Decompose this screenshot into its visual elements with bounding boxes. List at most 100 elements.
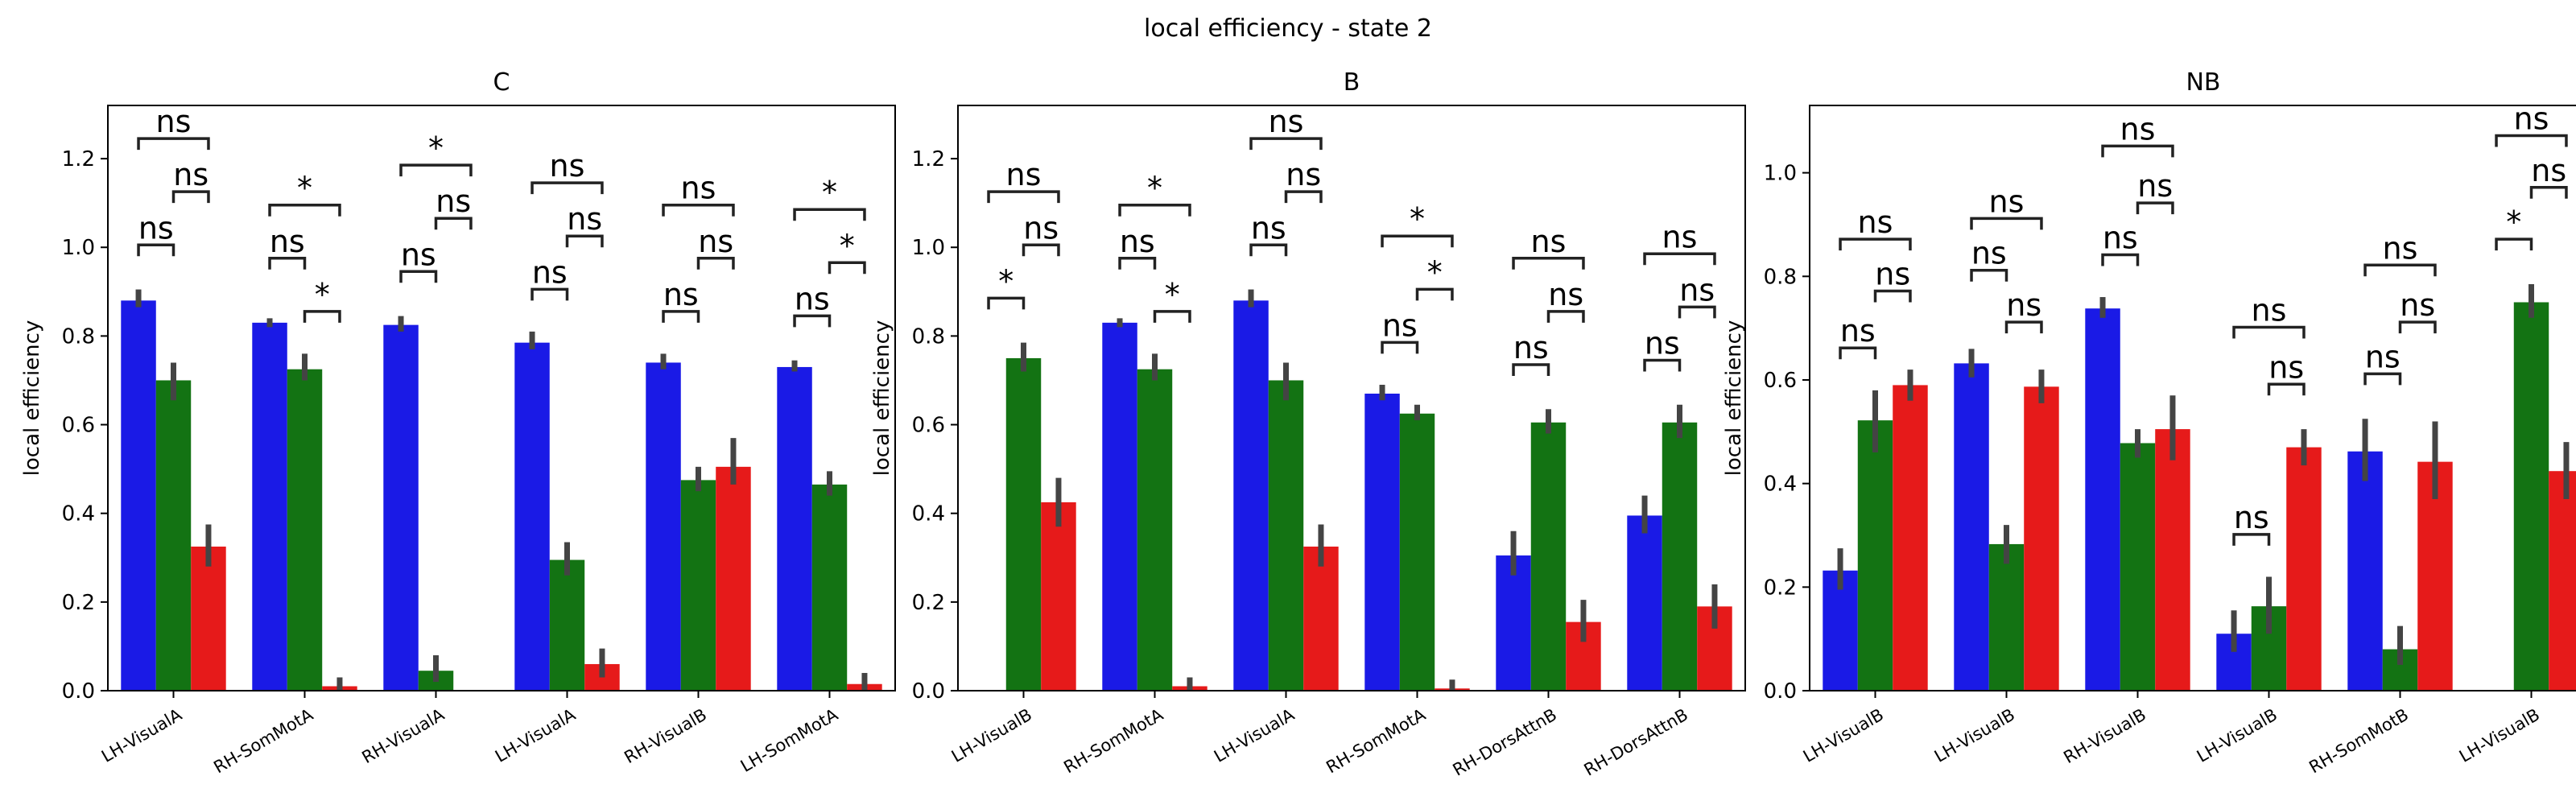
chart-panel-0: nsnsnsns**nsns*nsnsnsnsnsnsns**0.00.20.4… [20,68,896,777]
bar [1662,422,1698,691]
significance-label: ns [270,224,305,259]
significance-bracket [696,257,735,270]
significance-bracket [137,243,175,257]
significance-bracket [2495,134,2568,147]
significance-bracket [1970,268,2008,282]
bar [1233,300,1269,691]
significance-label: ns [567,201,602,237]
significance-bracket [171,190,210,204]
significance-label: ns [1269,104,1304,139]
significance-label: ns [1645,325,1680,361]
significance-bracket [2101,144,2174,158]
significance-bracket [1249,137,1323,151]
significance-bracket [1415,287,1454,301]
bar [716,466,751,691]
significance-bracket [2232,325,2306,339]
significance-label: * [998,263,1013,299]
y-axis-label: local efficiency [1722,320,1746,477]
significance-label: ns [795,281,830,316]
x-tick-label: RH-VisualA [358,704,448,767]
bar [1041,502,1076,691]
significance-bracket [987,296,1026,310]
significance-label: ns [1531,224,1567,259]
significance-label: ns [2365,339,2401,374]
x-tick-label: RH-VisualB [2060,705,2149,768]
bar [1627,515,1662,691]
significance-label: ns [663,277,699,312]
x-tick-label: LH-SomMotA [737,704,842,776]
significance-bracket [662,203,735,217]
significance-label: ns [1251,210,1286,246]
significance-bracket [399,270,438,283]
significance-label: ns [2120,111,2156,147]
bar [383,324,419,691]
x-tick-label: RH-SomMotA [1323,704,1429,777]
significance-label: ns [436,184,471,219]
x-tick-label: LH-VisualB [1931,705,2018,766]
significance-bracket [2004,320,2043,334]
bar [2513,302,2549,691]
plot-frame [957,105,1746,691]
bar [777,366,812,691]
bar [1893,385,1928,691]
significance-bracket [1839,237,1912,251]
significance-bracket [1873,289,1912,303]
significance-bracket [1118,257,1157,270]
significance-label: * [297,171,312,206]
significance-label: ns [1971,236,2007,271]
significance-bracket [987,190,1060,204]
plot-frame [1809,105,2576,691]
significance-label: ns [1513,330,1549,365]
significance-label: ns [2137,168,2173,204]
significance-bracket [303,310,341,323]
significance-label: ns [2252,293,2287,328]
y-tick-label: 1.0 [62,236,95,260]
bar [121,300,156,691]
significance-label: ns [1006,157,1042,192]
significance-label: * [428,130,444,166]
significance-bracket [2363,263,2437,277]
bar [1496,555,1531,691]
significance-bracket [828,261,866,275]
y-tick-label: 1.0 [1764,162,1797,186]
bar [811,484,848,691]
significance-label: ns [2400,287,2435,323]
bar [1364,393,1400,691]
significance-bracket [1381,341,1419,354]
y-tick-label: 0.0 [1764,679,1797,704]
significance-label: ns [1382,308,1418,343]
y-tick-label: 1.0 [912,236,945,260]
significance-bracket [1153,310,1191,323]
chart-title: C [493,68,510,97]
bar [1303,547,1339,691]
significance-bracket [530,287,569,301]
bar [1005,357,1042,691]
significance-label: ns [138,210,174,246]
significance-label: ns [681,171,716,206]
chart-panel-1: *nsnsns**nsnsnsns**nsnsnsnsnsns0.00.20.4… [870,68,1746,780]
y-tick-label: 0.8 [1764,265,1797,289]
significance-bracket [434,217,473,230]
significance-bracket [2529,186,2568,199]
significance-bracket [565,234,604,248]
significance-label: * [1147,171,1162,206]
x-tick-label: LH-VisualB [2194,705,2281,766]
bar [2120,443,2156,691]
significance-bracket [1512,363,1550,376]
significance-label: ns [532,254,568,290]
significance-label: ns [1120,224,1155,259]
significance-label: ns [2268,349,2304,385]
bar [1823,570,1858,691]
y-tick-label: 0.6 [1764,369,1797,393]
significance-label: ns [2234,500,2269,535]
significance-bracket [662,310,700,323]
significance-bracket [1839,346,1877,360]
x-tick-label: LH-VisualB [1800,705,1887,766]
bar [1399,413,1435,691]
significance-label: ns [1858,204,1893,240]
y-tick-label: 0.8 [912,324,945,349]
significance-label: ns [550,148,585,184]
bar [1954,363,1989,691]
bar [2155,429,2190,691]
